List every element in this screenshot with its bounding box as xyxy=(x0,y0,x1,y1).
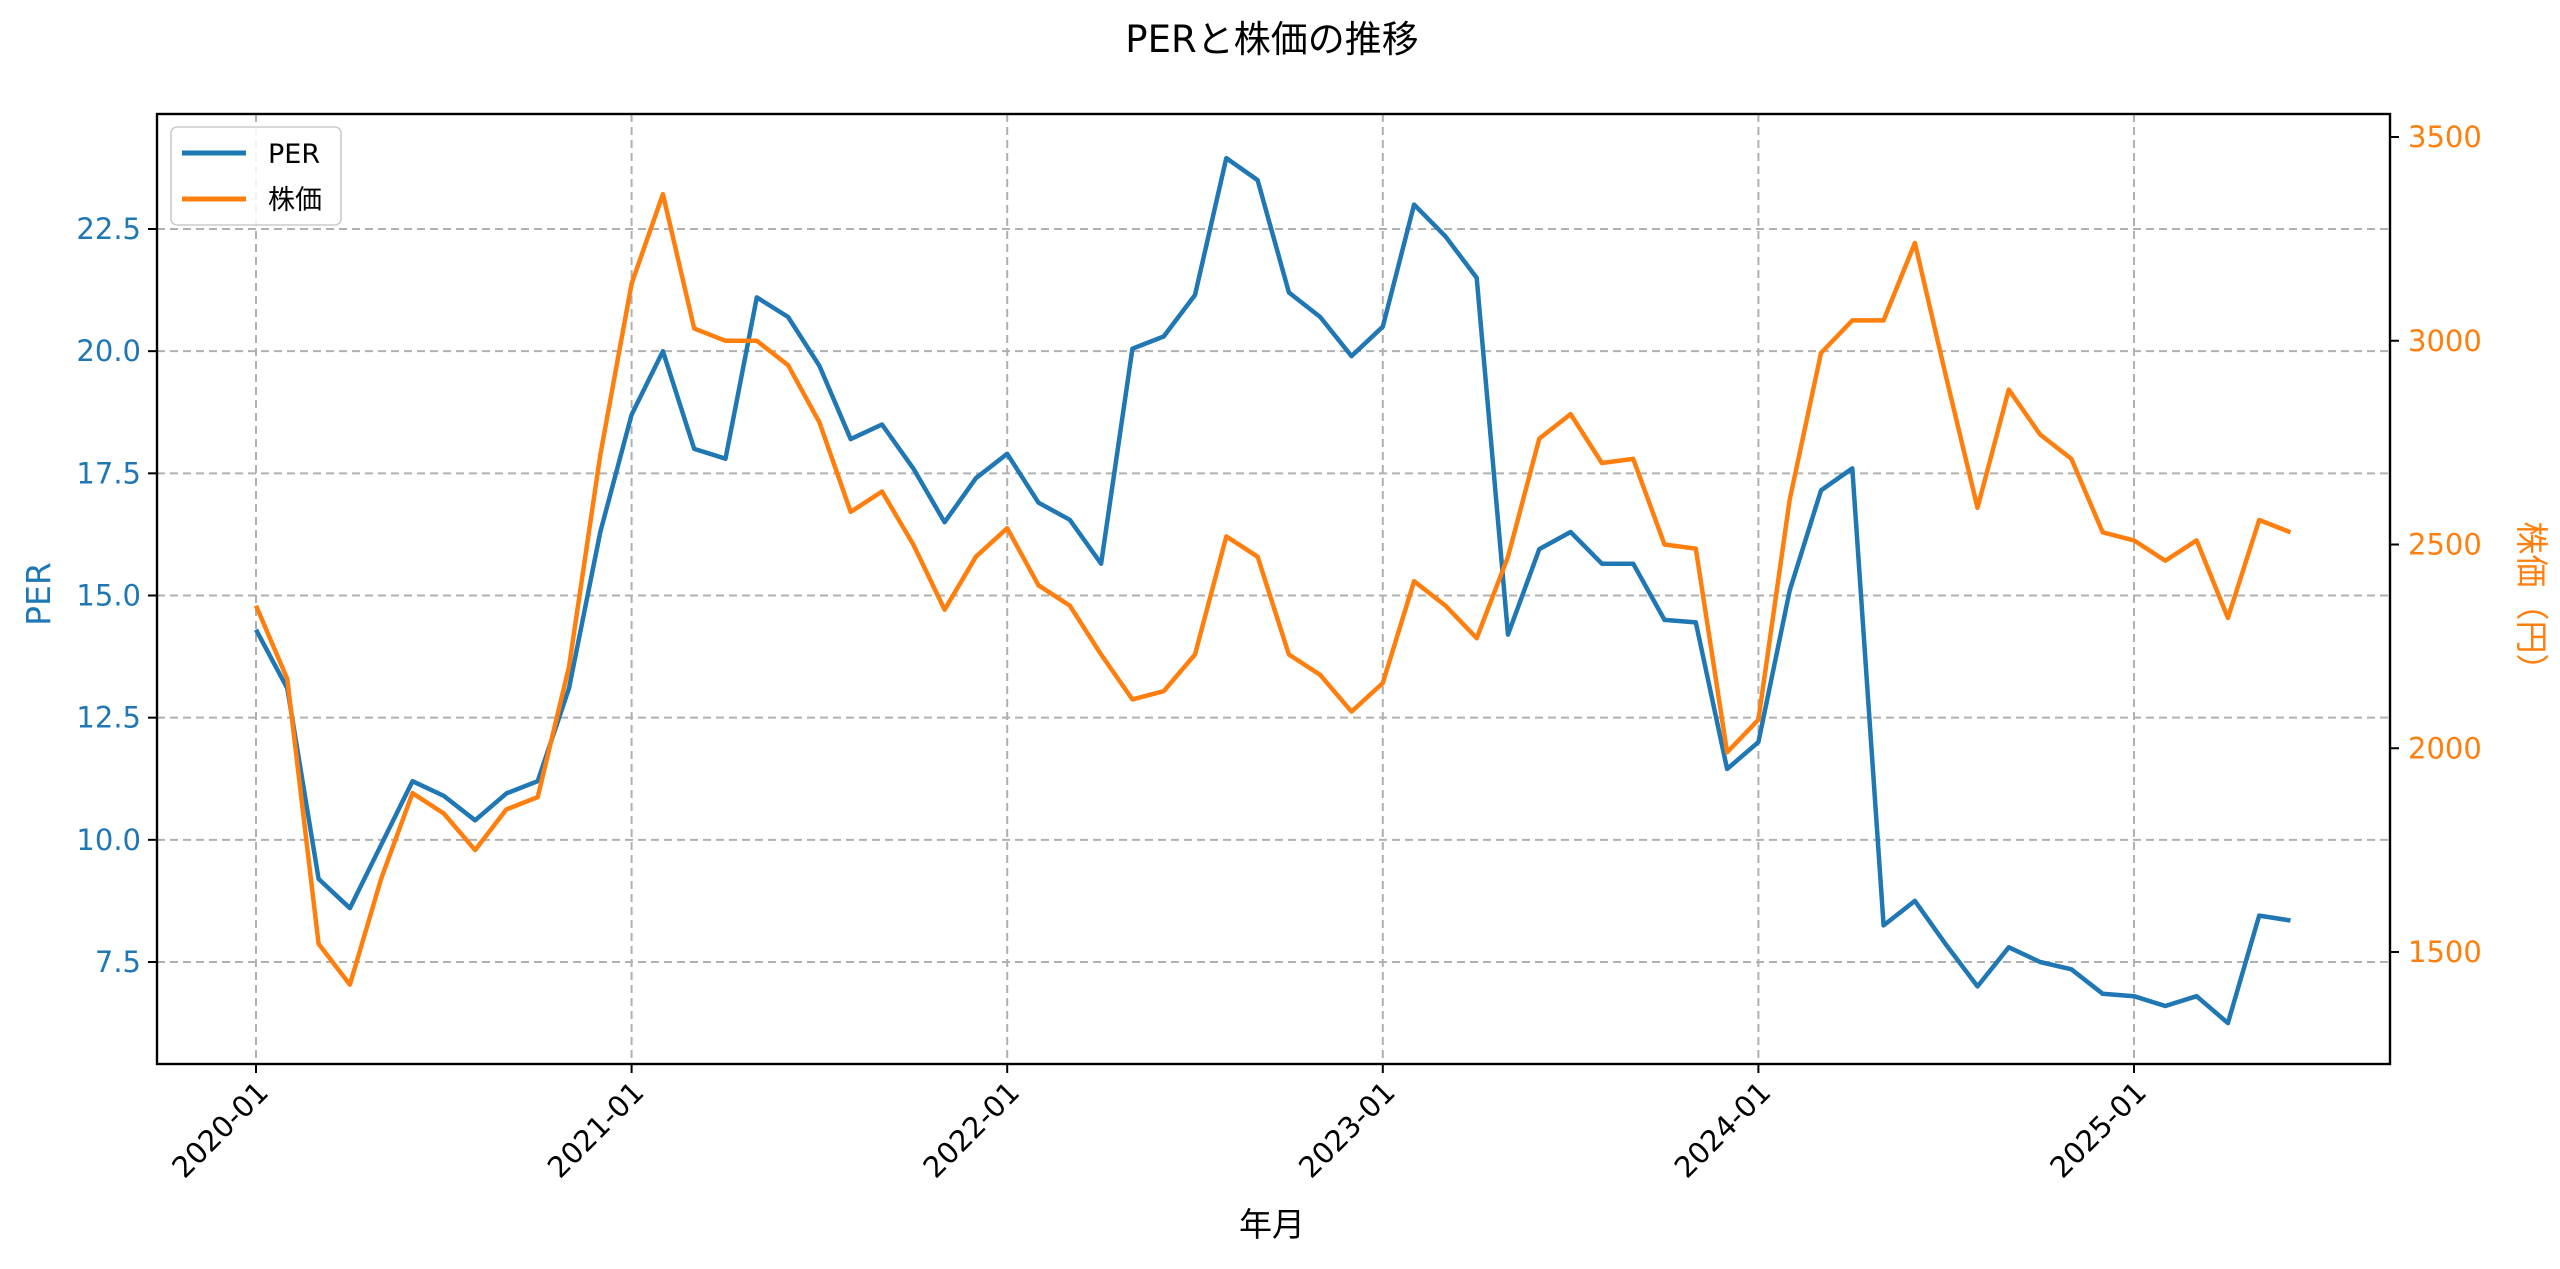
x-tick-label: 2024-01 xyxy=(1668,1075,1778,1185)
legend: PER 株価 xyxy=(170,126,342,226)
x-tick-label: 2020-01 xyxy=(165,1075,275,1185)
x-tick-label: 2021-01 xyxy=(541,1075,651,1185)
legend-price-label: 株価 xyxy=(268,185,322,216)
y-tick-label-right: 2500 xyxy=(2408,528,2482,562)
x-tick-label: 2025-01 xyxy=(2043,1075,2153,1185)
x-tick-label: 2022-01 xyxy=(916,1075,1026,1185)
y-tick-label-left: 12.5 xyxy=(76,701,141,735)
chart-title: PERと株価の推移 xyxy=(1125,18,1418,61)
plot-area-frame xyxy=(155,112,2392,1066)
y-tick-label-left: 7.5 xyxy=(95,945,141,979)
grid-lines xyxy=(157,114,2390,1064)
y-tick-label-right: 1500 xyxy=(2408,935,2482,969)
data-series xyxy=(253,155,2292,1026)
x-axis: 2020-01 2021-01 2022-01 2023-01 2024-01 2025-… xyxy=(165,1064,2153,1185)
y-tick-label-right: 3000 xyxy=(2408,324,2482,358)
y-tick-label-right: 2000 xyxy=(2408,731,2482,765)
y-axis-label-left: PER xyxy=(19,562,58,626)
legend-per-label: PER xyxy=(268,139,320,170)
y-tick-label-left: 22.5 xyxy=(76,212,141,246)
x-tick-label: 2023-01 xyxy=(1292,1075,1402,1185)
y-tick-label-left: 20.0 xyxy=(76,334,141,368)
right-y-axis: 1500 2000 2500 3000 3500 xyxy=(2390,120,2482,969)
series-line-per xyxy=(254,155,2291,1026)
y-tick-label-left: 10.0 xyxy=(76,823,141,857)
y-tick-label-right: 3500 xyxy=(2408,120,2482,154)
y-tick-label-left: 17.5 xyxy=(76,456,141,490)
x-axis-label: 年月 xyxy=(1239,1205,1305,1244)
y-tick-label-left: 15.0 xyxy=(76,579,141,613)
y-axis-label-right: 株価（円） xyxy=(2512,522,2551,687)
left-y-axis: 7.5 10.0 12.5 15.0 17.5 20.0 22.5 xyxy=(76,212,157,979)
series-line-price xyxy=(253,191,2292,987)
